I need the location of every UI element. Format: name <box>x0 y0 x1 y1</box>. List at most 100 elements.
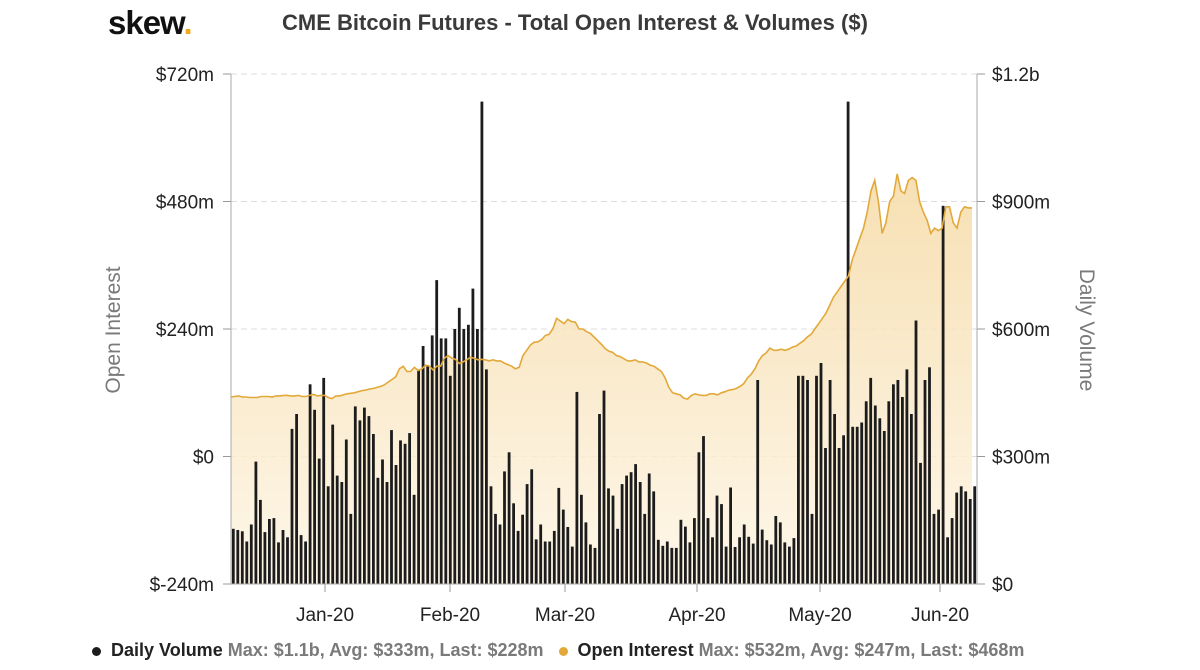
y-right-tick-label: $0 <box>992 575 1013 596</box>
volume-bar <box>444 338 448 584</box>
volume-bar <box>521 514 524 584</box>
volume-bar <box>950 518 954 584</box>
volume-bar <box>711 537 714 585</box>
volume-bar <box>837 448 841 584</box>
volume-bar <box>453 329 457 584</box>
volume-bar <box>842 435 845 585</box>
volume-bar <box>598 414 601 584</box>
open-interest-series-line <box>230 173 972 400</box>
volume-bars <box>231 101 977 585</box>
volume-bar <box>530 469 534 585</box>
volume-bar <box>272 518 276 584</box>
volume-bar <box>426 365 430 584</box>
volume-bar <box>819 363 823 584</box>
volume-bar <box>584 522 588 584</box>
volume-bar <box>729 487 732 584</box>
y-left-tick-label: $0 <box>193 448 214 469</box>
volume-bar <box>385 482 389 584</box>
volume-bar <box>919 462 922 584</box>
volume-bar <box>358 420 362 584</box>
x-tick-label: Apr-20 <box>668 605 725 626</box>
volume-bar <box>778 522 782 584</box>
y-left-tick-label: $-240m <box>150 575 214 596</box>
y-right-tick-label: $900m <box>992 193 1050 214</box>
volume-bar <box>923 380 927 584</box>
volume-bar <box>932 513 936 584</box>
volume-bar <box>706 518 710 584</box>
volume-bar <box>892 384 895 585</box>
volume-bar <box>855 426 859 585</box>
volume-bar <box>715 495 719 584</box>
volume-bar <box>570 546 574 584</box>
volume-bar <box>968 499 972 584</box>
volume-bar <box>349 513 353 584</box>
volume-bar <box>643 513 647 584</box>
volume-bar <box>774 516 778 584</box>
volume-bar <box>548 541 552 584</box>
volume-bar <box>638 482 642 584</box>
volume-bar <box>684 526 687 584</box>
volume-bar <box>376 477 380 585</box>
volume-bar <box>815 375 818 585</box>
volume-bar <box>417 369 420 584</box>
volume-bar <box>661 545 665 585</box>
volume-bar <box>326 486 330 585</box>
y-right-tick-label: $600m <box>992 320 1050 341</box>
legend-item-volume[interactable]: Daily Volume Max: $1.1b, Avg: $333m, Las… <box>92 640 544 661</box>
volume-bar <box>824 448 827 584</box>
volume-bar <box>869 377 873 584</box>
volume-bar <box>665 541 669 584</box>
volume-bar <box>421 346 425 584</box>
y-right-axis-label: Daily Volume <box>1075 269 1098 392</box>
volume-bar <box>254 461 258 584</box>
y-left-tick-label: $720m <box>156 65 214 86</box>
volume-bar <box>399 440 402 584</box>
volume-bar <box>733 547 737 584</box>
volume-bar <box>231 528 235 585</box>
volume-bar <box>480 101 484 584</box>
volume-marker <box>92 646 101 656</box>
volume-bar <box>552 530 556 584</box>
y-right-tick-label: $1.2b <box>992 65 1040 86</box>
volume-bar <box>751 543 755 584</box>
x-tick-label: Feb-20 <box>420 605 480 626</box>
volume-bar <box>946 537 949 585</box>
volume-bar <box>367 416 371 584</box>
x-tick-label: Mar-20 <box>535 605 595 626</box>
volume-bar <box>467 324 470 585</box>
chart-title: CME Bitcoin Futures - Total Open Interes… <box>282 10 868 35</box>
volume-bar <box>810 513 814 584</box>
skew-logo: skew. <box>108 4 193 42</box>
volume-bar <box>738 537 741 585</box>
volume-bar <box>801 375 805 585</box>
volume-bar <box>607 488 610 584</box>
logo-dot: . <box>183 4 193 41</box>
volume-bar <box>670 547 674 584</box>
volume-bar <box>353 406 357 584</box>
volume-bar <box>263 532 267 584</box>
legend-item-oi[interactable]: Open Interest Max: $532m, Avg: $247m, La… <box>558 640 1024 661</box>
volume-bar <box>317 458 321 584</box>
volume-bar <box>512 503 515 585</box>
volume-bar <box>937 509 940 584</box>
legend-oi-name: Open Interest <box>577 640 694 660</box>
volume-bar <box>593 547 597 584</box>
oi-marker <box>558 646 568 656</box>
volume-bar <box>792 538 796 584</box>
open-interest-fill <box>231 173 972 584</box>
volume-bar <box>905 369 909 584</box>
volume-bar <box>249 524 253 584</box>
volume-bar <box>557 487 561 584</box>
volume-bar <box>742 524 746 584</box>
volume-bar <box>299 535 303 584</box>
volume-bar <box>448 375 452 585</box>
volume-bar <box>769 544 773 584</box>
volume-bar <box>702 436 705 584</box>
volume-bar <box>828 380 832 584</box>
volume-bar <box>887 401 891 585</box>
x-tick-label: May-20 <box>788 605 851 626</box>
volume-bar <box>788 546 791 584</box>
volume-bar <box>846 101 850 584</box>
volume-bar <box>295 414 298 584</box>
volume-bar <box>304 541 307 584</box>
